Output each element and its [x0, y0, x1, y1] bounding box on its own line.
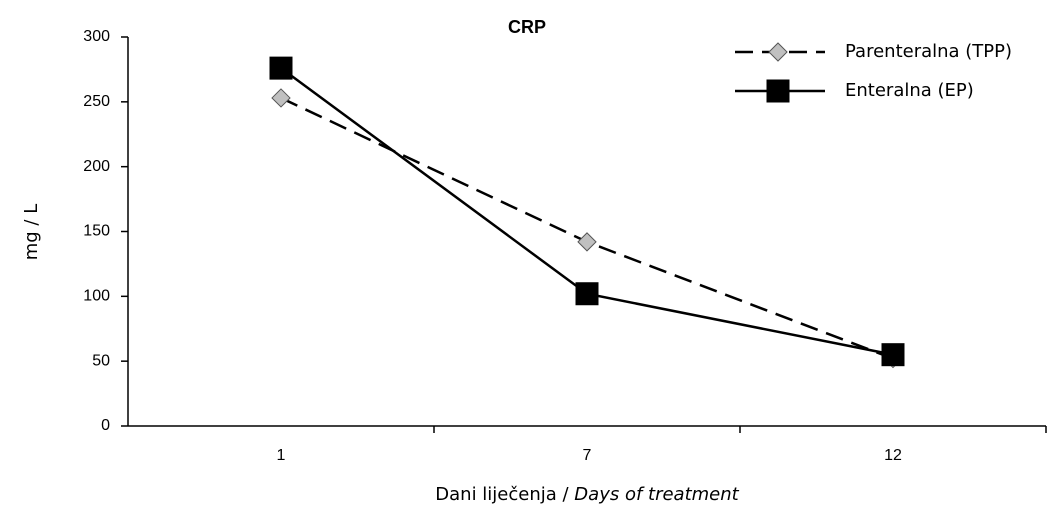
chart-title: CRP [508, 17, 546, 37]
x-tick-label: 12 [884, 447, 902, 464]
y-tick-label: 200 [83, 158, 110, 175]
y-axis-label: mg / L [21, 204, 42, 261]
x-axis-label-text: Dani liječenja / [435, 484, 574, 505]
legend-marker [768, 42, 788, 62]
point [575, 282, 599, 306]
point [269, 56, 293, 80]
point [881, 343, 905, 367]
y-tick-label: 250 [83, 93, 110, 110]
point [577, 232, 597, 252]
y-tick-label: 0 [101, 417, 110, 434]
x-axis-label: Dani liječenja / Days of treatment [435, 484, 739, 505]
y-tick-label: 300 [83, 28, 110, 45]
y-tick-label: 50 [92, 352, 110, 369]
legend-label: Enteralna (EP) [845, 80, 974, 101]
legend-label: Parenteralna (TPP) [845, 41, 1012, 62]
point [271, 88, 291, 108]
x-tick-label: 7 [583, 447, 592, 464]
x-tick-label: 1 [277, 447, 286, 464]
series-line [280, 67, 894, 356]
legend-marker [766, 79, 790, 103]
x-axis-label-italic: Days of treatment [574, 484, 739, 505]
y-tick-label: 150 [83, 223, 110, 240]
y-tick-label: 100 [83, 288, 110, 305]
